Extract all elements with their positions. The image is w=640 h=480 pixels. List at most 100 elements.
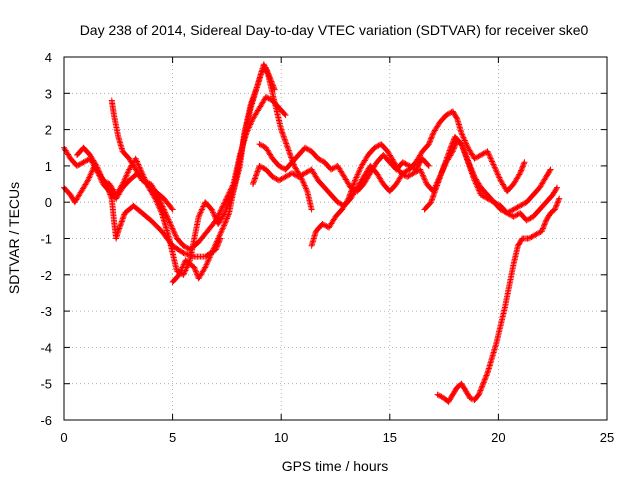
data-point bbox=[479, 382, 486, 389]
data-point bbox=[304, 146, 311, 153]
data-point bbox=[302, 183, 309, 190]
data-point bbox=[265, 95, 272, 102]
data-point bbox=[449, 140, 456, 147]
data-point bbox=[282, 137, 289, 144]
data-point bbox=[117, 221, 124, 228]
data-point bbox=[316, 156, 323, 163]
data-point bbox=[124, 170, 131, 177]
data-point bbox=[178, 267, 185, 274]
data-point bbox=[142, 177, 149, 184]
data-point bbox=[510, 206, 517, 213]
data-point bbox=[123, 172, 130, 179]
data-point bbox=[427, 137, 434, 144]
data-point bbox=[172, 232, 179, 239]
data-point bbox=[551, 206, 558, 213]
data-point bbox=[152, 197, 159, 204]
data-point bbox=[519, 164, 526, 171]
data-point bbox=[419, 172, 426, 179]
data-point bbox=[556, 195, 563, 202]
data-point bbox=[474, 154, 481, 161]
data-point bbox=[80, 159, 87, 166]
data-point bbox=[122, 173, 129, 180]
data-point bbox=[217, 207, 224, 214]
data-point bbox=[119, 215, 126, 222]
data-point bbox=[137, 165, 144, 172]
data-point bbox=[195, 213, 202, 220]
data-point bbox=[278, 127, 285, 134]
data-point bbox=[119, 181, 126, 188]
data-point bbox=[125, 167, 132, 174]
data-point bbox=[437, 172, 444, 179]
data-point bbox=[458, 142, 465, 149]
data-point bbox=[209, 207, 216, 214]
data-point bbox=[428, 134, 435, 141]
y-tick-label: 4 bbox=[45, 50, 52, 65]
data-point bbox=[108, 194, 115, 201]
y-tick-label: -6 bbox=[40, 413, 52, 428]
data-point bbox=[180, 263, 187, 270]
data-point bbox=[478, 191, 485, 198]
data-point bbox=[478, 386, 485, 393]
data-point bbox=[201, 265, 208, 272]
data-point bbox=[151, 194, 158, 201]
data-point bbox=[281, 136, 288, 143]
data-point bbox=[206, 254, 213, 261]
data-point bbox=[164, 213, 171, 220]
data-point bbox=[217, 231, 224, 238]
data-point bbox=[476, 388, 483, 395]
data-point bbox=[435, 178, 442, 185]
data-point bbox=[487, 155, 494, 162]
data-point bbox=[259, 164, 266, 171]
y-tick-label: -3 bbox=[40, 304, 52, 319]
data-point bbox=[280, 132, 287, 139]
data-point bbox=[405, 173, 412, 180]
data-point bbox=[180, 242, 187, 249]
data-point bbox=[409, 170, 416, 177]
data-point bbox=[473, 181, 480, 188]
data-point bbox=[94, 165, 101, 172]
data-point bbox=[468, 169, 475, 176]
data-point bbox=[253, 169, 260, 176]
data-point bbox=[534, 230, 541, 237]
series-track-9 bbox=[421, 133, 561, 224]
data-point bbox=[552, 205, 559, 212]
data-point bbox=[485, 149, 492, 156]
data-point bbox=[441, 162, 448, 169]
data-point bbox=[471, 155, 478, 162]
data-point bbox=[217, 229, 224, 236]
data-point bbox=[283, 141, 290, 148]
data-point bbox=[279, 175, 286, 182]
data-point bbox=[466, 164, 473, 171]
data-point bbox=[460, 146, 467, 153]
data-point bbox=[428, 197, 435, 204]
data-point bbox=[438, 171, 445, 178]
data-point bbox=[462, 138, 469, 145]
data-point bbox=[102, 178, 109, 185]
data-point bbox=[429, 196, 436, 203]
data-point bbox=[485, 151, 492, 158]
data-point bbox=[296, 173, 303, 180]
data-point bbox=[418, 169, 425, 176]
data-point bbox=[466, 163, 473, 170]
data-point bbox=[209, 248, 216, 255]
data-point bbox=[208, 250, 215, 257]
data-point bbox=[523, 217, 530, 224]
data-point bbox=[222, 197, 229, 204]
data-point bbox=[516, 171, 523, 178]
data-point bbox=[515, 203, 522, 210]
data-point bbox=[199, 205, 206, 212]
data-point bbox=[428, 135, 435, 142]
data-point bbox=[425, 141, 432, 148]
data-point bbox=[462, 152, 469, 159]
data-point bbox=[280, 133, 287, 140]
data-point bbox=[538, 228, 545, 235]
data-point bbox=[446, 147, 453, 154]
data-point bbox=[465, 162, 472, 169]
data-point bbox=[481, 194, 488, 201]
data-point bbox=[472, 178, 479, 185]
data-point bbox=[464, 157, 471, 164]
data-point bbox=[279, 130, 286, 137]
data-point bbox=[425, 162, 432, 169]
data-point bbox=[273, 175, 280, 182]
